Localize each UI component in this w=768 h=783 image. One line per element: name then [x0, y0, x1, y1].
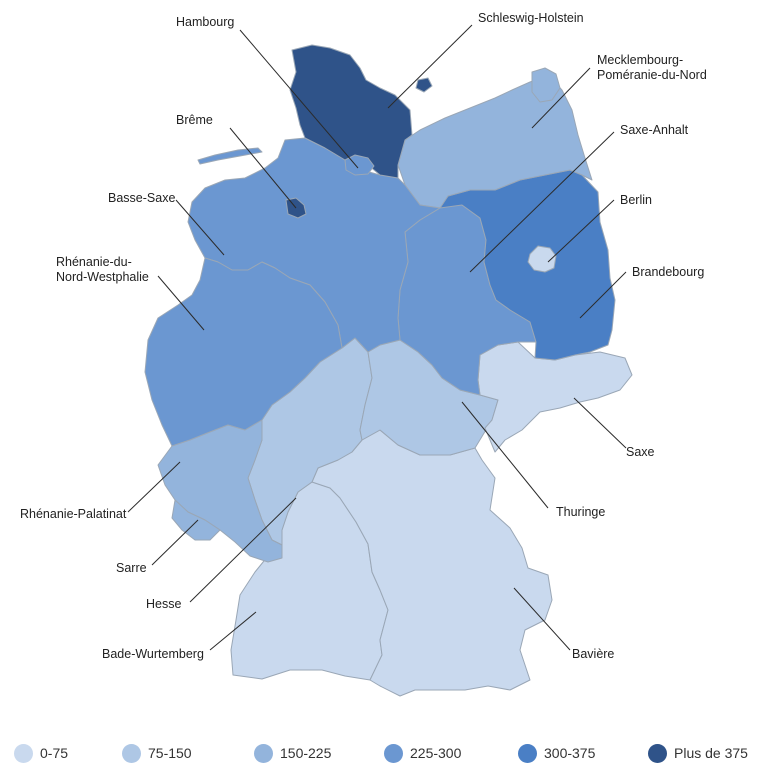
label-brandebourg: Brandebourg: [632, 265, 704, 279]
state-schleswig-holstein[interactable]: [289, 44, 413, 179]
legend: 0-75 75-150 150-225 225-300 300-375 Plus…: [0, 738, 768, 768]
label-thuringe: Thuringe: [556, 505, 605, 519]
leader-berlin: [547, 199, 615, 263]
leader-basse-saxe: [175, 199, 225, 256]
legend-swatch: [648, 743, 667, 763]
legend-item-0: 0-75: [14, 738, 68, 768]
legend-swatch: [122, 743, 141, 763]
island-rugen: [531, 67, 561, 103]
label-rhenanie-palatinat: Rhénanie-Palatinat: [20, 507, 127, 521]
leader-rhenanie-nord: [157, 275, 205, 331]
label-hambourg: Hambourg: [176, 15, 234, 29]
label-hesse: Hesse: [146, 597, 181, 611]
legend-label: 300-375: [544, 745, 596, 761]
label-rhenanie-nord: Rhénanie-du-Nord-Westphalie: [56, 255, 149, 284]
label-berlin: Berlin: [620, 193, 652, 207]
leader-breme: [229, 127, 297, 209]
leader-hambourg: [239, 29, 359, 169]
label-line: Nord-Westphalie: [56, 270, 149, 284]
legend-item-2: 150-225: [254, 738, 331, 768]
legend-item-4: 300-375: [518, 738, 595, 768]
leader-mecklembourg: [531, 67, 591, 129]
legend-label: 75-150: [148, 745, 192, 761]
label-breme: Brême: [176, 113, 213, 127]
leader-bade-wurtemberg: [209, 611, 257, 651]
legend-item-1: 75-150: [122, 738, 192, 768]
state-hambourg[interactable]: [344, 154, 375, 176]
leader-schleswig-holstein: [387, 24, 473, 109]
leader-thuringe: [461, 401, 549, 509]
legend-swatch: [518, 743, 537, 763]
state-baviere[interactable]: [311, 429, 553, 697]
legend-swatch: [14, 743, 33, 763]
leader-rhenanie-palatinat: [127, 461, 181, 513]
label-sarre: Sarre: [116, 561, 147, 575]
legend-label: Plus de 375: [674, 745, 748, 761]
label-bade-wurtemberg: Bade-Wurtemberg: [102, 647, 204, 661]
label-saxe-anhalt: Saxe-Anhalt: [620, 123, 689, 137]
state-sarre[interactable]: [171, 499, 221, 541]
legend-label: 225-300: [410, 745, 462, 761]
label-baviere: Bavière: [572, 647, 614, 661]
label-line: Rhénanie-du-: [56, 255, 132, 269]
leader-baviere: [513, 587, 571, 651]
legend-item-3: 225-300: [384, 738, 461, 768]
state-berlin[interactable]: [527, 245, 557, 273]
label-line: Mecklembourg-: [597, 53, 683, 67]
leader-brandebourg: [579, 271, 627, 319]
legend-swatch: [384, 743, 403, 763]
state-rhenanie-nord[interactable]: [144, 257, 343, 447]
legend-label: 0-75: [40, 745, 69, 761]
label-line: Poméranie-du-Nord: [597, 68, 707, 82]
legend-swatch: [254, 743, 273, 763]
label-saxe: Saxe: [626, 445, 655, 459]
leader-sarre: [151, 519, 199, 566]
label-schleswig-holstein: Schleswig-Holstein: [478, 11, 584, 25]
island-north-sea: [197, 147, 263, 165]
legend-label: 150-225: [280, 745, 332, 761]
label-basse-saxe: Basse-Saxe: [108, 191, 175, 205]
island-fehmarn: [415, 77, 433, 93]
leader-saxe-anhalt: [469, 131, 615, 273]
legend-item-5: Plus de 375: [648, 738, 748, 768]
leader-hesse: [189, 497, 297, 603]
label-mecklembourg: Mecklembourg-Poméranie-du-Nord: [597, 53, 707, 82]
leader-saxe: [573, 397, 627, 449]
